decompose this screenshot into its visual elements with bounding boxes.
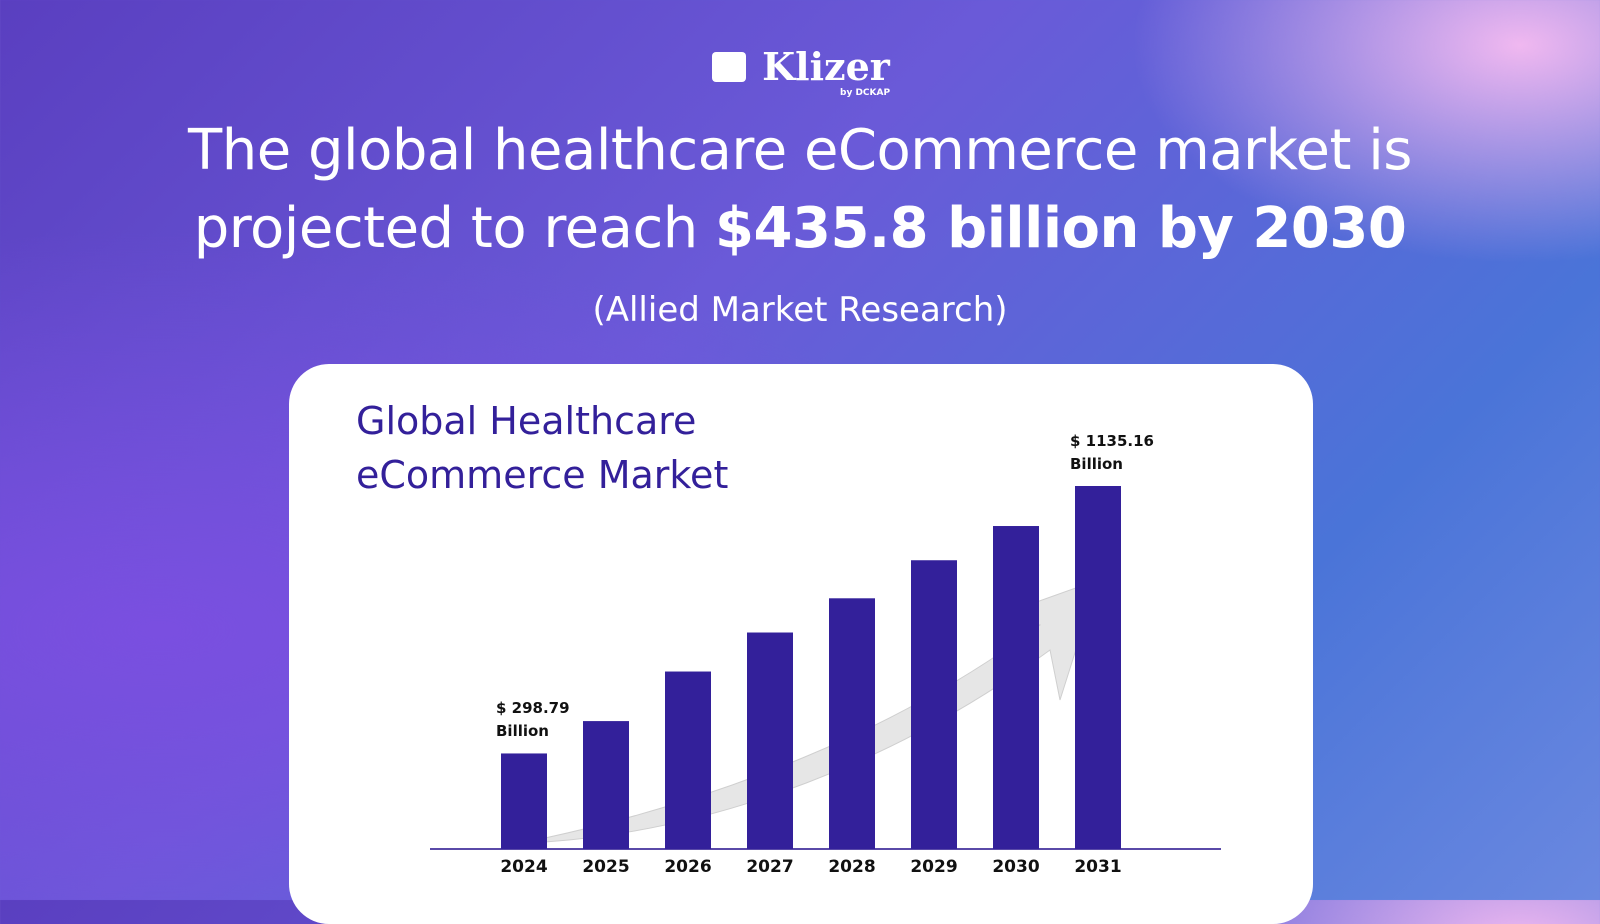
bar xyxy=(829,598,875,849)
bar xyxy=(665,671,711,849)
value-label: $ 1135.16 Billion xyxy=(1070,432,1154,473)
bar xyxy=(993,526,1039,849)
bar xyxy=(1075,486,1121,849)
logo-text: Klizer xyxy=(762,44,890,89)
bar xyxy=(747,632,793,849)
logo-icon xyxy=(712,52,746,82)
x-tick-label: 2030 xyxy=(992,857,1040,877)
x-tick-label: 2024 xyxy=(500,857,548,877)
chart-card xyxy=(289,364,1313,924)
source: (Allied Market Research) xyxy=(592,290,1008,330)
x-tick-label: 2028 xyxy=(828,857,876,877)
bar xyxy=(501,753,547,849)
chart-title: Global Healthcare eCommerce Market xyxy=(356,399,729,497)
logo-sub: by DCKAP xyxy=(840,88,891,98)
bar xyxy=(583,721,629,849)
logo: Klizer xyxy=(0,44,1600,89)
x-tick-label: 2029 xyxy=(910,857,958,877)
x-tick-label: 2026 xyxy=(664,857,712,877)
x-tick-label: 2025 xyxy=(582,857,630,877)
headline: projected to reach $435.8 billion by 203… xyxy=(0,196,1600,261)
page: Klizer by DCKAP The global healthcare eC… xyxy=(0,0,1600,900)
chart xyxy=(430,486,1221,850)
headline: The global healthcare eCommerce market i… xyxy=(188,118,1412,183)
value-label: $ 298.79 Billion xyxy=(496,699,570,741)
headline-highlight: $435.8 billion by 2030 xyxy=(715,196,1407,261)
bar xyxy=(911,560,957,849)
headline-text: projected to reach xyxy=(193,196,699,261)
x-tick-label: 2031 xyxy=(1074,857,1122,877)
x-tick-label: 2027 xyxy=(746,857,794,877)
